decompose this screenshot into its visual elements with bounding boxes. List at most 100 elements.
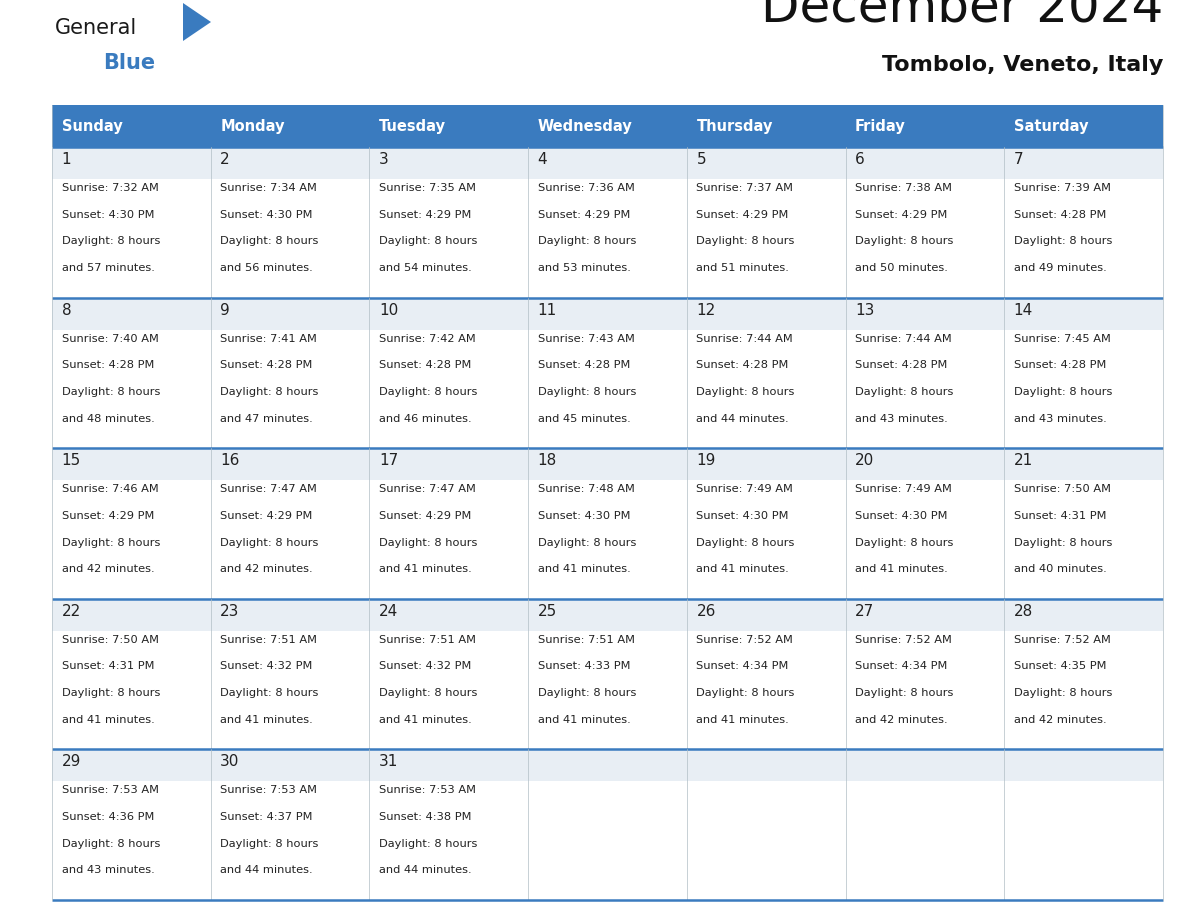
Bar (529, 599, 687, 749)
Bar (529, 147, 687, 297)
Text: Sunset: 4:29 PM: Sunset: 4:29 PM (538, 209, 630, 219)
Bar (529, 297, 687, 448)
Text: Sunset: 4:36 PM: Sunset: 4:36 PM (62, 812, 154, 822)
Bar (210, 599, 369, 631)
Text: Sunrise: 7:49 AM: Sunrise: 7:49 AM (855, 484, 952, 494)
Text: and 50 minutes.: and 50 minutes. (855, 263, 948, 273)
Text: Sunrise: 7:53 AM: Sunrise: 7:53 AM (220, 786, 317, 795)
Text: and 41 minutes.: and 41 minutes. (538, 565, 631, 574)
Bar (369, 297, 529, 330)
Text: and 41 minutes.: and 41 minutes. (62, 715, 154, 724)
Text: Sunset: 4:29 PM: Sunset: 4:29 PM (220, 510, 312, 521)
Text: 18: 18 (538, 453, 557, 468)
Bar (52, 147, 210, 297)
Text: Daylight: 8 hours: Daylight: 8 hours (1013, 386, 1112, 397)
Text: Sunrise: 7:52 AM: Sunrise: 7:52 AM (1013, 635, 1111, 644)
Text: Sunrise: 7:44 AM: Sunrise: 7:44 AM (855, 333, 952, 343)
Text: and 46 minutes.: and 46 minutes. (379, 413, 472, 423)
Text: Sunset: 4:30 PM: Sunset: 4:30 PM (696, 510, 789, 521)
Text: 3: 3 (379, 152, 388, 167)
Text: Daylight: 8 hours: Daylight: 8 hours (379, 688, 478, 698)
Bar (529, 749, 687, 900)
Bar (846, 147, 1004, 179)
Text: Daylight: 8 hours: Daylight: 8 hours (220, 538, 318, 547)
Bar (846, 749, 1004, 781)
Text: 29: 29 (62, 755, 81, 769)
Text: and 44 minutes.: and 44 minutes. (220, 866, 312, 876)
Bar (687, 749, 846, 900)
Polygon shape (183, 3, 211, 41)
Text: and 41 minutes.: and 41 minutes. (538, 715, 631, 724)
Bar (687, 297, 846, 448)
Text: General: General (55, 18, 138, 38)
Bar (529, 599, 687, 631)
Text: Sunrise: 7:36 AM: Sunrise: 7:36 AM (538, 183, 634, 193)
Bar (846, 297, 1004, 448)
Bar (210, 599, 369, 749)
Text: Sunset: 4:34 PM: Sunset: 4:34 PM (696, 662, 789, 671)
Bar (687, 448, 846, 480)
Bar (687, 147, 846, 297)
Text: Blue: Blue (103, 53, 156, 73)
Bar (529, 147, 687, 179)
Text: Daylight: 8 hours: Daylight: 8 hours (62, 538, 160, 547)
Text: 16: 16 (220, 453, 240, 468)
Text: and 44 minutes.: and 44 minutes. (379, 866, 472, 876)
Text: 14: 14 (1013, 303, 1034, 318)
Text: Thursday: Thursday (696, 118, 772, 133)
Text: and 40 minutes.: and 40 minutes. (1013, 565, 1106, 574)
Text: and 41 minutes.: and 41 minutes. (696, 715, 789, 724)
Text: and 41 minutes.: and 41 minutes. (379, 715, 472, 724)
Text: 8: 8 (62, 303, 71, 318)
Text: Daylight: 8 hours: Daylight: 8 hours (855, 386, 954, 397)
Text: Daylight: 8 hours: Daylight: 8 hours (538, 386, 636, 397)
Text: Daylight: 8 hours: Daylight: 8 hours (696, 538, 795, 547)
Bar (210, 297, 369, 448)
Text: Sunset: 4:34 PM: Sunset: 4:34 PM (855, 662, 948, 671)
Text: Sunrise: 7:41 AM: Sunrise: 7:41 AM (220, 333, 317, 343)
Text: Daylight: 8 hours: Daylight: 8 hours (379, 538, 478, 547)
Text: Sunrise: 7:50 AM: Sunrise: 7:50 AM (62, 635, 158, 644)
Text: Daylight: 8 hours: Daylight: 8 hours (220, 386, 318, 397)
Text: Daylight: 8 hours: Daylight: 8 hours (220, 839, 318, 849)
Text: 15: 15 (62, 453, 81, 468)
Text: 31: 31 (379, 755, 398, 769)
Text: Sunset: 4:31 PM: Sunset: 4:31 PM (1013, 510, 1106, 521)
Text: and 45 minutes.: and 45 minutes. (538, 413, 631, 423)
Text: Sunrise: 7:39 AM: Sunrise: 7:39 AM (1013, 183, 1111, 193)
Text: Sunset: 4:37 PM: Sunset: 4:37 PM (220, 812, 312, 822)
Text: and 54 minutes.: and 54 minutes. (379, 263, 472, 273)
Bar (846, 599, 1004, 749)
Text: Daylight: 8 hours: Daylight: 8 hours (62, 386, 160, 397)
Text: 22: 22 (62, 604, 81, 619)
Text: Daylight: 8 hours: Daylight: 8 hours (1013, 538, 1112, 547)
Bar (1004, 297, 1163, 330)
Text: 7: 7 (1013, 152, 1023, 167)
Text: Sunrise: 7:53 AM: Sunrise: 7:53 AM (62, 786, 158, 795)
Text: Daylight: 8 hours: Daylight: 8 hours (855, 538, 954, 547)
Bar (529, 297, 687, 330)
Text: Sunrise: 7:48 AM: Sunrise: 7:48 AM (538, 484, 634, 494)
Text: and 41 minutes.: and 41 minutes. (696, 565, 789, 574)
Bar (52, 448, 210, 599)
Text: Sunrise: 7:40 AM: Sunrise: 7:40 AM (62, 333, 158, 343)
Text: Daylight: 8 hours: Daylight: 8 hours (220, 236, 318, 246)
Bar (687, 749, 846, 781)
Bar (52, 297, 210, 448)
Bar (369, 749, 529, 900)
Text: 21: 21 (1013, 453, 1034, 468)
Text: Daylight: 8 hours: Daylight: 8 hours (379, 839, 478, 849)
Bar (687, 297, 846, 330)
Bar (210, 448, 369, 599)
Text: and 41 minutes.: and 41 minutes. (379, 565, 472, 574)
Bar (846, 749, 1004, 900)
Text: Daylight: 8 hours: Daylight: 8 hours (855, 688, 954, 698)
Text: Daylight: 8 hours: Daylight: 8 hours (696, 236, 795, 246)
Bar (529, 105, 687, 147)
Bar (687, 105, 846, 147)
Text: Daylight: 8 hours: Daylight: 8 hours (62, 839, 160, 849)
Text: Sunset: 4:29 PM: Sunset: 4:29 PM (379, 510, 472, 521)
Text: Sunday: Sunday (62, 118, 122, 133)
Bar (52, 749, 210, 781)
Bar (846, 599, 1004, 631)
